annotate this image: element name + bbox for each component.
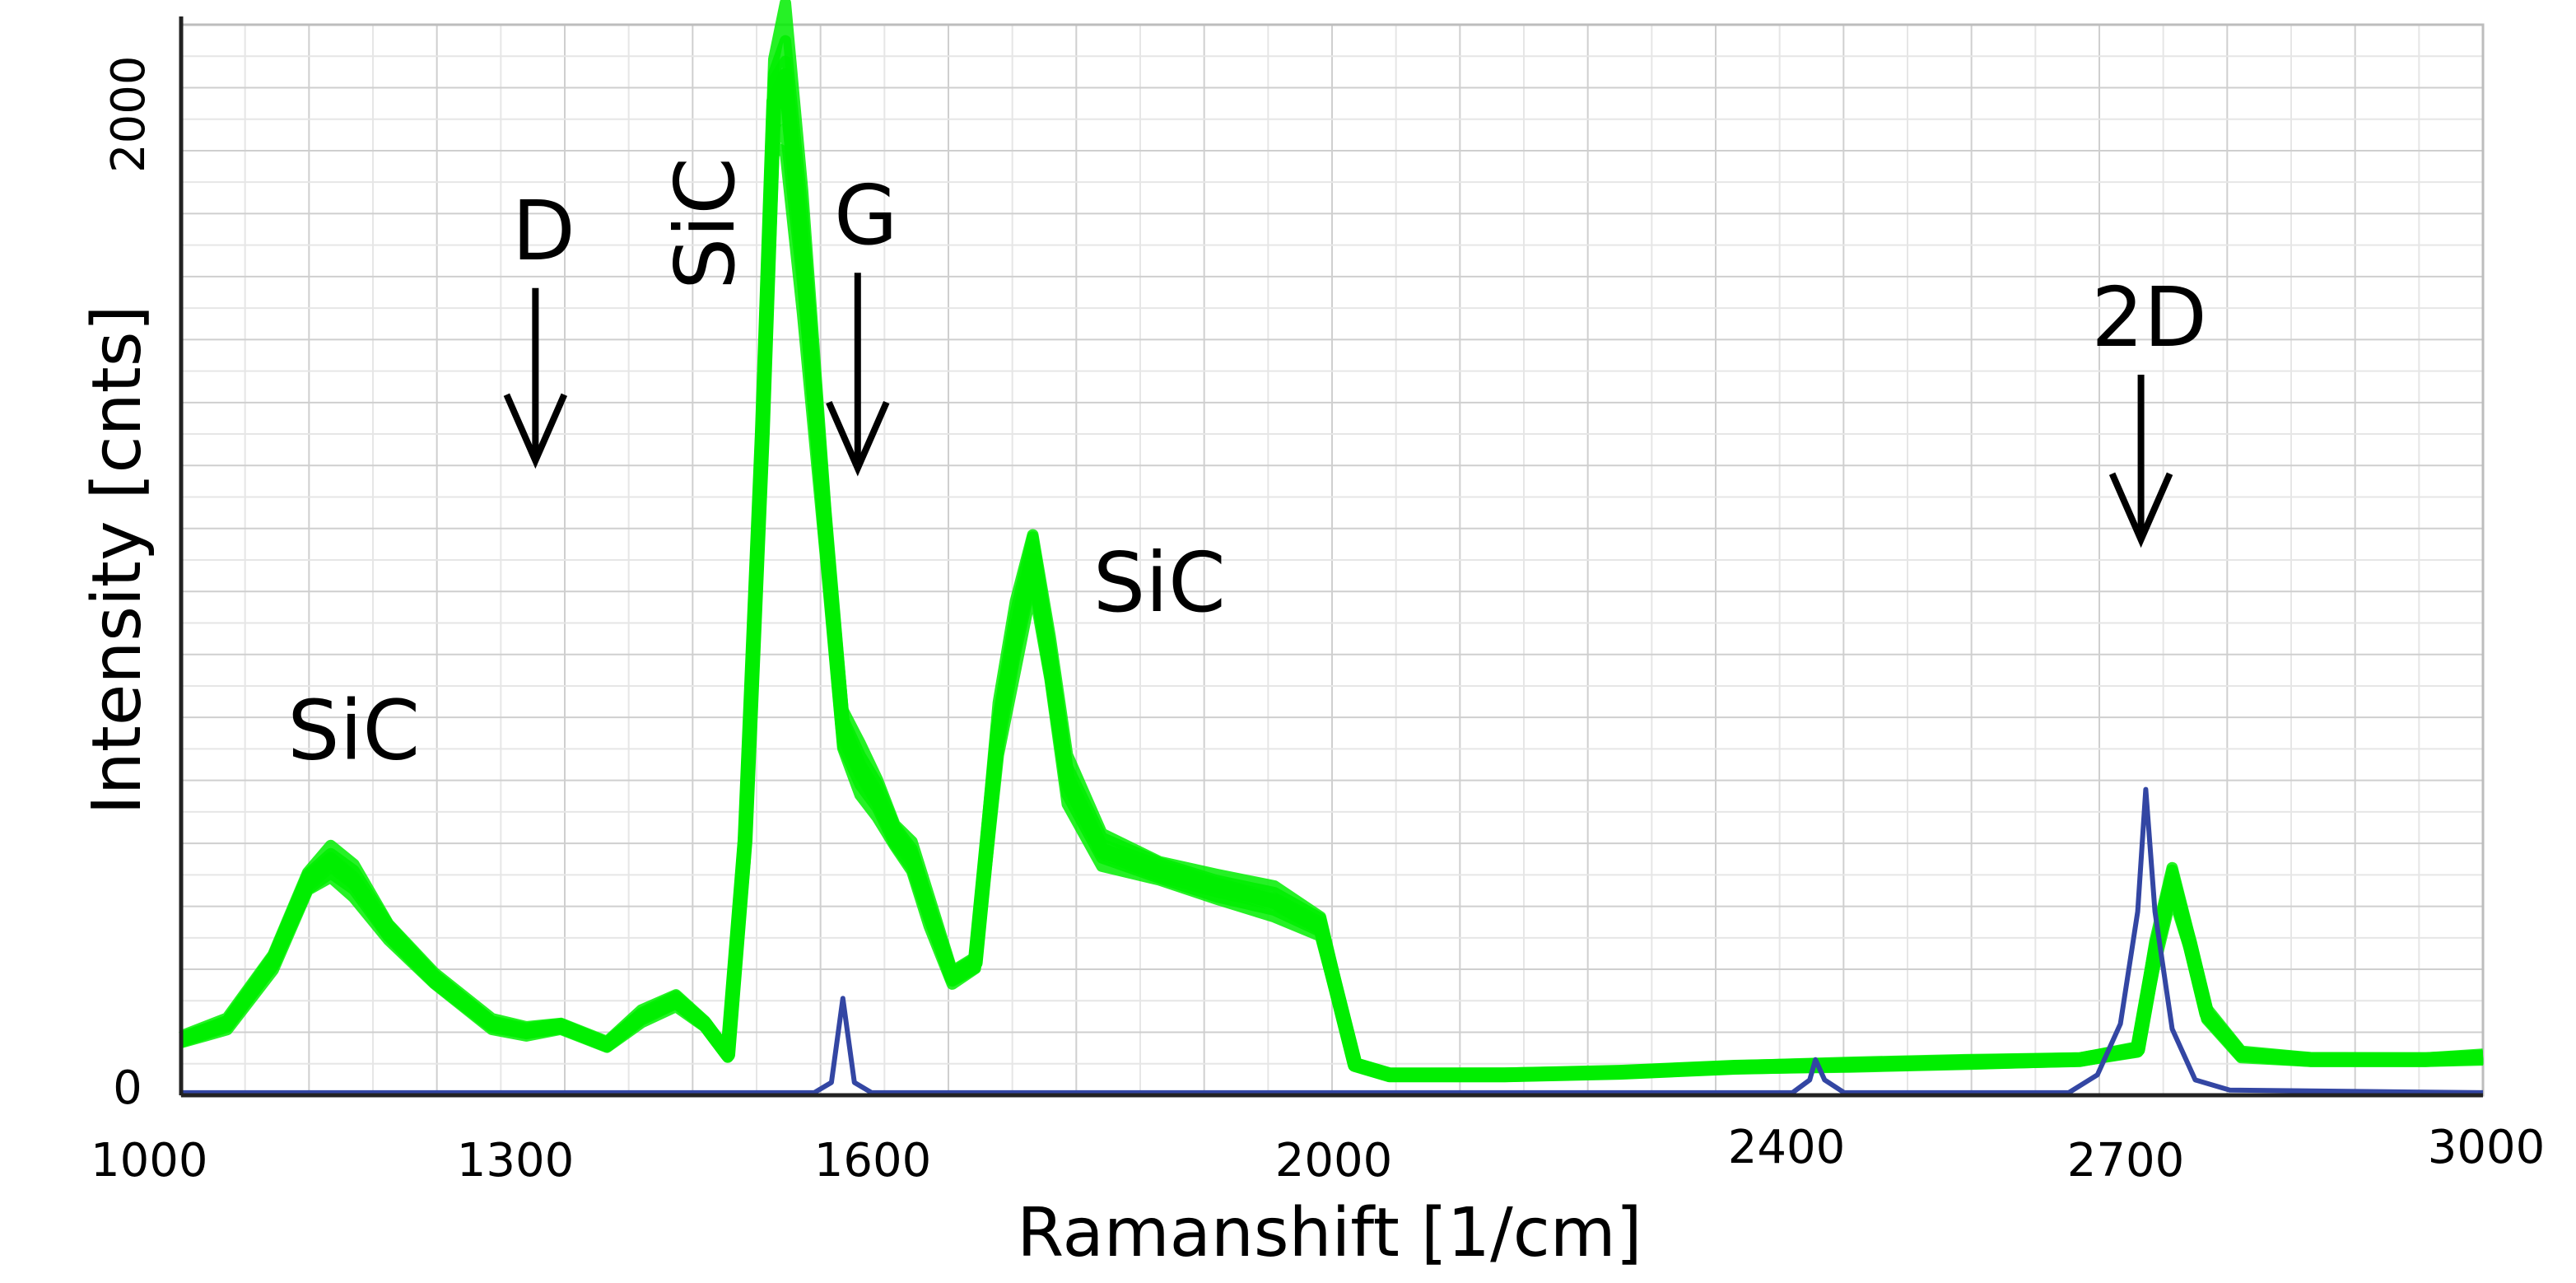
arrow-head xyxy=(503,393,568,469)
peak-label: G xyxy=(834,167,898,264)
x-tick-label: 2400 xyxy=(1728,1121,1846,1174)
x-tick-label: 3000 xyxy=(2428,1121,2546,1174)
y-axis-title: Intensity [cnts] xyxy=(78,306,156,815)
series-green-spectrum xyxy=(179,68,2484,1083)
x-tick-label: 2700 xyxy=(2067,1134,2185,1187)
arrow-head xyxy=(826,400,890,477)
x-tick-label: 1300 xyxy=(457,1134,575,1187)
x-tick-label: 1000 xyxy=(91,1134,208,1187)
series-layer xyxy=(179,0,2484,1095)
y-tick-label: 0 xyxy=(113,1061,142,1115)
arrow-head xyxy=(2108,472,2173,548)
peak-annotations: SiC D SiC G SiC 2D xyxy=(287,157,2207,779)
x-tick-label: 1600 xyxy=(814,1134,932,1187)
peak-label: SiC xyxy=(657,157,753,290)
axes xyxy=(179,16,2483,1098)
x-tick-label: 2000 xyxy=(1275,1134,1393,1187)
x-axis-title: Ramanshift [1/cm] xyxy=(1017,1194,1642,1272)
tick-labels: 1000 1300 1600 2000 2400 2700 3000 0 2000 xyxy=(91,55,2545,1187)
series-blue-reference xyxy=(181,786,2484,1095)
peak-label: SiC xyxy=(1093,534,1226,631)
peak-label: D xyxy=(512,183,575,279)
peak-label: 2D xyxy=(2091,269,2207,366)
y-tick-label: 2000 xyxy=(102,55,156,173)
peak-label: SiC xyxy=(287,682,420,778)
